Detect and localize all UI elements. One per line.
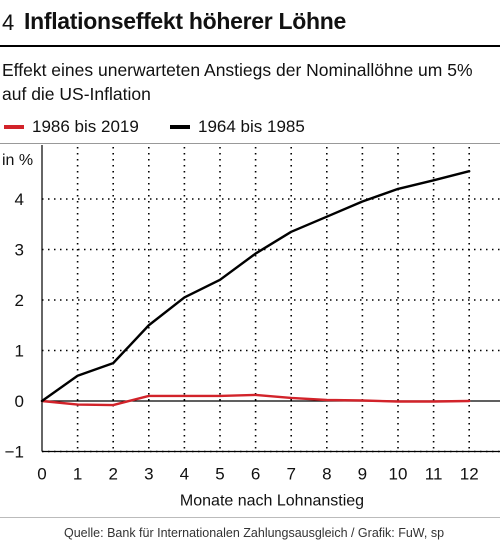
- x-tick-label-10: 10: [389, 465, 408, 484]
- legend-item-1964-1985: 1964 bis 1985: [170, 117, 305, 137]
- source-note: Quelle: Bank für Internationalen Zahlung…: [64, 526, 445, 540]
- y-tick-label-1: 1: [15, 342, 24, 361]
- legend-swatch-black: [170, 125, 190, 129]
- y-tick-label-2: 2: [15, 291, 24, 310]
- chart-subtitle: Effekt eines unerwarteten Anstiegs der N…: [2, 60, 473, 104]
- chart-header: 4 Inflationseffekt höherer Löhne: [0, 0, 500, 46]
- x-axis-title: Monate nach Lohnanstieg: [180, 493, 364, 510]
- x-tick-label-1: 1: [73, 465, 82, 484]
- series-line-1964-1985: [40, 170, 471, 403]
- x-tick-label-8: 8: [322, 465, 331, 484]
- x-tick-label-0: 0: [37, 465, 46, 484]
- figure-number: 4: [2, 10, 15, 35]
- y-axis-unit-label: in %: [2, 152, 33, 169]
- legend-item-1986-2019: 1986 bis 2019: [4, 117, 139, 137]
- series-line-1986-2019: [40, 393, 471, 407]
- legend-rule: [0, 143, 500, 144]
- top-rule: [0, 45, 500, 47]
- bottom-rule: [0, 517, 500, 518]
- legend-swatch-red: [4, 125, 24, 129]
- chart-title: Inflationseffekt höherer Löhne: [24, 8, 346, 34]
- x-tick-label-2: 2: [108, 465, 117, 484]
- x-tick-label-7: 7: [286, 465, 295, 484]
- y-tick-label--1: −1: [5, 443, 24, 462]
- legend-label-1986-2019: 1986 bis 2019: [32, 117, 139, 136]
- legend: 1986 bis 2019 1964 bis 1985: [0, 117, 500, 139]
- y-tick-label-4: 4: [15, 190, 24, 209]
- y-tick-label-0: 0: [15, 392, 24, 411]
- y-tick-label-3: 3: [15, 241, 24, 260]
- x-tick-label-9: 9: [358, 465, 367, 484]
- x-tick-label-12: 12: [460, 465, 479, 484]
- x-tick-label-6: 6: [251, 465, 260, 484]
- x-tick-label-4: 4: [180, 465, 189, 484]
- legend-label-1964-1985: 1964 bis 1985: [198, 117, 305, 136]
- series-lines: [40, 170, 471, 407]
- x-tick-label-11: 11: [425, 465, 443, 484]
- x-tick-label-3: 3: [144, 465, 153, 484]
- x-tick-label-5: 5: [215, 465, 224, 484]
